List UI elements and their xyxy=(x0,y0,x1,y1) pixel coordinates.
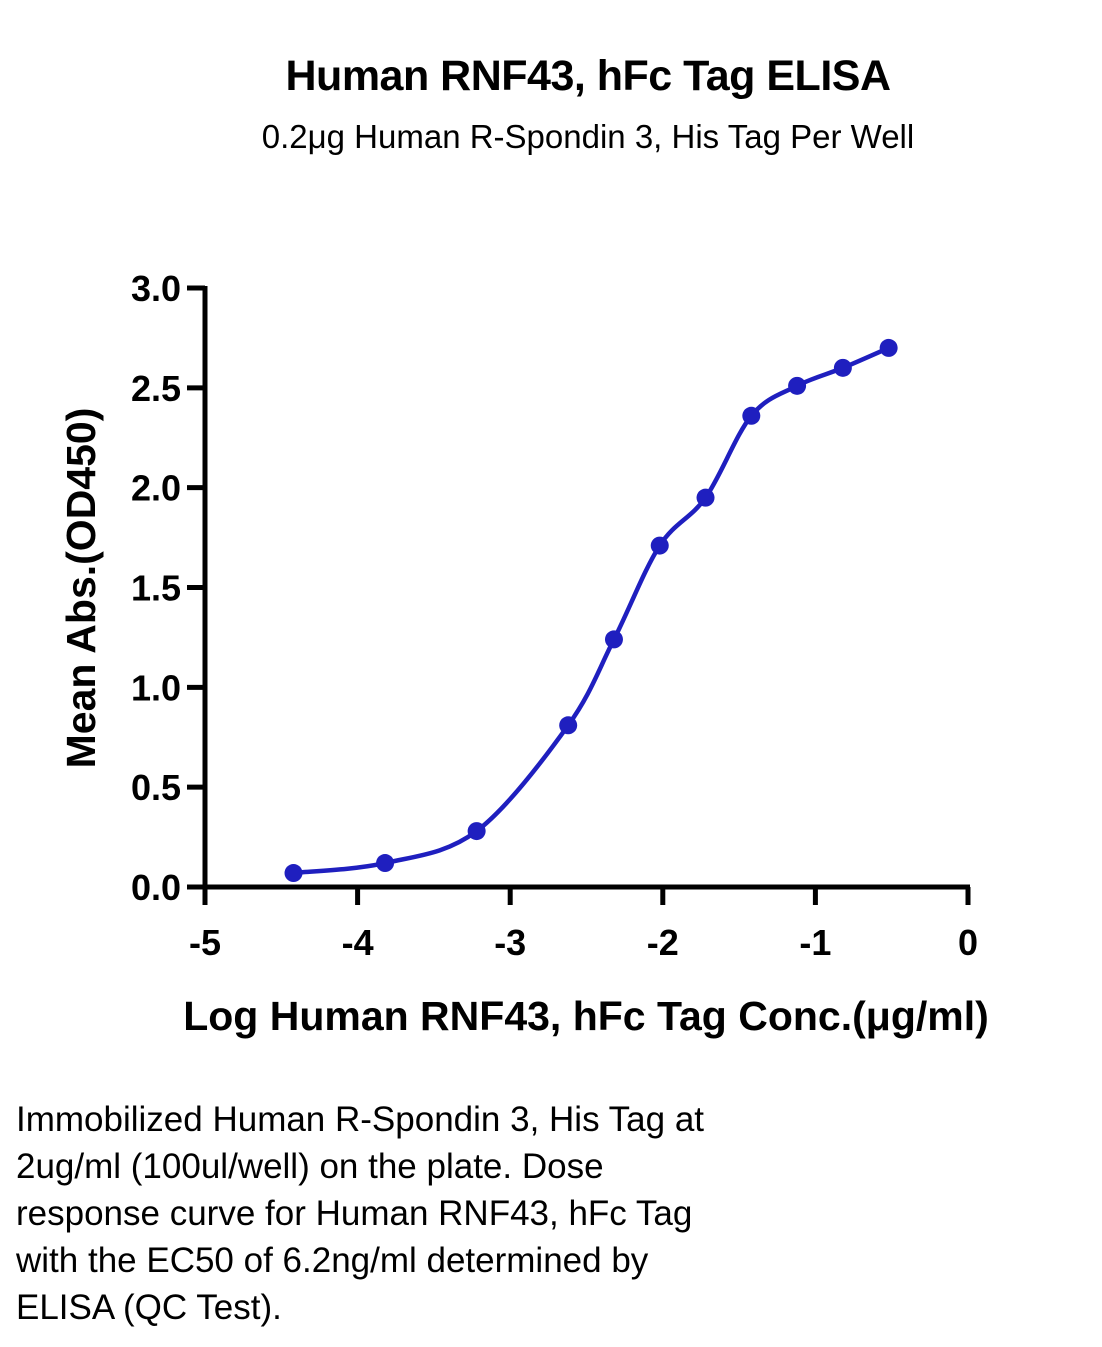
caption-line: response curve for Human RNF43, hFc Tag xyxy=(16,1194,693,1233)
x-tick-label: -5 xyxy=(189,922,221,963)
axes: 0.0 0.5 1.0 1.5 2.0 2.5 3.0 -5 -4 -3 -2 -1 0 xyxy=(131,268,978,963)
x-tick-label: -3 xyxy=(494,922,526,963)
data-point xyxy=(650,536,669,555)
y-tick-label: 2.0 xyxy=(131,468,181,509)
data-point xyxy=(467,822,486,841)
y-axis-label: Mean Abs.(OD450) xyxy=(58,408,104,769)
data-point xyxy=(559,716,578,735)
y-tick-label: 0.0 xyxy=(131,867,181,908)
chart-title: Human RNF43, hFc Tag ELISA xyxy=(285,52,892,100)
x-tick-label: -2 xyxy=(647,922,679,963)
caption-line: 2ug/ml (100ul/well) on the plate. Dose xyxy=(16,1147,604,1186)
y-tick-label: 1.0 xyxy=(131,667,181,708)
data-point xyxy=(833,358,852,377)
elisa-chart: 0.0 0.5 1.0 1.5 2.0 2.5 3.0 -5 -4 -3 -2 -1 0 Mean Ab… xyxy=(58,268,989,1039)
data-point xyxy=(696,488,715,507)
figure-caption: Immobilized Human R-Spondin 3, His Tag a… xyxy=(16,1096,1016,1331)
y-tick-label: 0.5 xyxy=(131,767,181,808)
data-point xyxy=(742,406,761,425)
data-point xyxy=(604,630,623,649)
chart-subtitle: 0.2μg Human R-Spondin 3, His Tag Per Wel… xyxy=(261,118,915,155)
data-point xyxy=(284,864,303,883)
data-points xyxy=(284,338,898,883)
y-tick-label: 3.0 xyxy=(131,268,181,309)
data-point xyxy=(376,854,395,873)
x-tick-label: -1 xyxy=(799,922,831,963)
y-tick-label: 2.5 xyxy=(131,368,181,409)
caption-line: ELISA (QC Test). xyxy=(16,1288,282,1327)
fit-curve xyxy=(293,345,890,876)
caption-line: with the EC50 of 6.2ng/ml determined by xyxy=(16,1241,649,1280)
data-point xyxy=(788,376,807,395)
data-point xyxy=(879,338,898,357)
caption-line: Immobilized Human R-Spondin 3, His Tag a… xyxy=(16,1100,705,1139)
x-tick-label: 0 xyxy=(958,922,978,963)
x-tick-label: -4 xyxy=(342,922,374,963)
fit-curve-layer xyxy=(293,345,890,876)
y-tick-label: 1.5 xyxy=(131,568,181,609)
x-axis-label: Log Human RNF43, hFc Tag Conc.(μg/ml) xyxy=(183,993,989,1039)
